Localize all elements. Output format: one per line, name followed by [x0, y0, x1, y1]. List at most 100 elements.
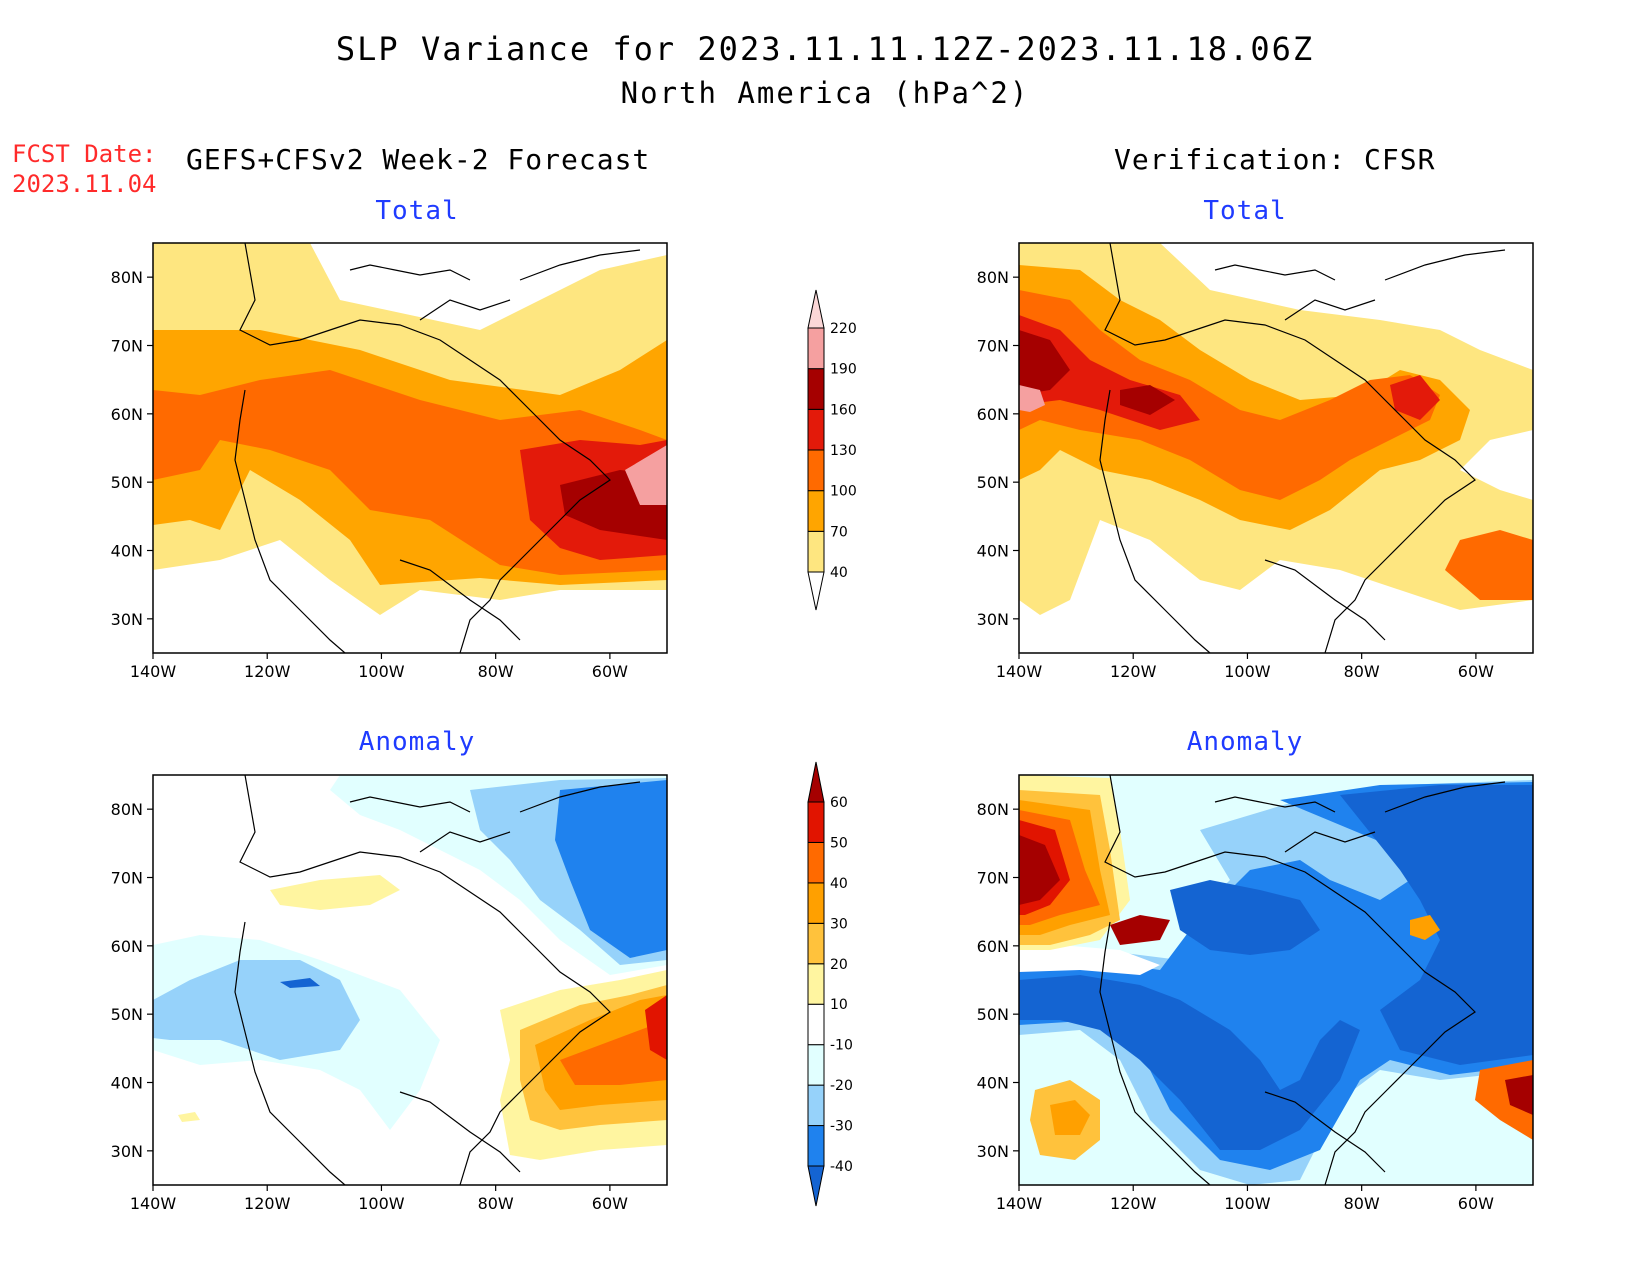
lat-label: 50N	[977, 1005, 1009, 1024]
lon-label: 140W	[996, 662, 1043, 681]
lat-label: 70N	[111, 337, 143, 356]
lon-label: 80W	[1344, 1194, 1380, 1213]
lon-label: 120W	[244, 662, 291, 681]
colorbar-box	[807, 801, 825, 843]
lon-label: 80W	[1344, 662, 1380, 681]
lat-label: 30N	[977, 610, 1009, 629]
lon-label: 80W	[478, 1194, 514, 1213]
colorbar-label: 30	[830, 916, 848, 932]
lon-label: 100W	[358, 662, 405, 681]
coastline	[234, 243, 641, 653]
colorbar-label: 10	[830, 997, 848, 1013]
colorbar-arrow-high	[807, 761, 825, 803]
colorbar-total: 40 70 100 130 160 190 220	[807, 289, 857, 611]
contour-70-100	[1019, 265, 1470, 530]
forecast-heading: GEFS+CFSv2 Week-2 Forecast	[186, 143, 651, 176]
lat-label: 70N	[977, 337, 1009, 356]
contour-neg40-west	[1019, 975, 1360, 1150]
colorbar-label: 220	[830, 321, 857, 337]
lon-label: 140W	[130, 1194, 177, 1213]
lon-label: 60W	[1458, 662, 1494, 681]
contour-pos50-b	[1110, 915, 1170, 945]
colorbar-label: 20	[830, 957, 848, 973]
lat-label: 50N	[111, 1005, 143, 1024]
contour-100-130	[1019, 290, 1440, 500]
colorbar-label: -30	[830, 1119, 853, 1135]
lat-label: 60N	[111, 937, 143, 956]
colorbar-label: 130	[830, 443, 857, 459]
lat-label: 60N	[111, 405, 143, 424]
colorbar-box	[807, 449, 825, 492]
lon-label: 80W	[478, 662, 514, 681]
colorbar-label: -40	[830, 1159, 853, 1175]
lon-label: 140W	[996, 1194, 1043, 1213]
panel-title-verification-anomaly: Anomaly	[1186, 727, 1304, 757]
lon-label: 60W	[592, 662, 628, 681]
contour-pos50	[645, 995, 667, 1060]
colorbar-box	[807, 882, 825, 924]
lat-label: 40N	[977, 1074, 1009, 1093]
colorbar-box	[807, 368, 825, 410]
colorbar-label: 40	[830, 565, 848, 581]
colorbar-label: 40	[830, 876, 848, 892]
colorbar-box	[807, 1003, 825, 1046]
contour-neg30	[1019, 782, 1533, 1170]
contour-pos10-center	[270, 875, 400, 910]
colorbar-label: -10	[830, 1038, 853, 1054]
colorbar-box	[807, 1084, 825, 1127]
lat-label: 80N	[111, 800, 143, 819]
main-title: SLP Variance for 2023.11.11.12Z-2023.11.…	[335, 30, 1315, 68]
colorbar-box	[807, 841, 825, 884]
map-verification-total	[1019, 243, 1533, 653]
axes-layer: 80N 70N 60N 50N 40N 30N 140W 120W 100W 80W 60W 80N 7…	[111, 268, 1494, 1213]
colorbar-arrow-low	[807, 571, 825, 611]
colorbar-anomaly: -40 -30 -20 -10 10 20 30 40 50 60	[807, 761, 853, 1207]
contour-neg40	[280, 978, 320, 988]
frame-forecast-total	[152, 242, 668, 654]
coastline	[1099, 775, 1506, 1185]
fcst-date-label: FCST Date:	[12, 140, 157, 168]
colorbar-label: -20	[830, 1078, 853, 1094]
colorbar-box	[807, 1044, 825, 1086]
lon-label: 140W	[130, 662, 177, 681]
colorbar-label: 70	[830, 524, 848, 540]
coastline	[1099, 243, 1506, 653]
contour-neg40-north	[1170, 880, 1320, 955]
panel-title-verification-total: Total	[1203, 196, 1287, 226]
lon-label: 100W	[1224, 662, 1271, 681]
contour-pos-sw-inner	[1050, 1100, 1090, 1135]
lon-label: 60W	[1458, 1194, 1494, 1213]
colorbar-box	[807, 1125, 825, 1167]
main-subtitle: North America (hPa^2)	[620, 76, 1030, 110]
lat-label: 80N	[977, 268, 1009, 287]
colorbar-box	[807, 327, 825, 370]
frame-verification-anomaly	[1018, 774, 1534, 1186]
lat-label: 70N	[977, 869, 1009, 888]
contour-pos60-ak	[1019, 835, 1060, 905]
contour-pos10-sw	[178, 1112, 200, 1122]
contour-160-190	[1019, 330, 1070, 395]
lat-label: 30N	[111, 610, 143, 629]
contour-pos10-white	[1019, 945, 1160, 975]
contour-190-220	[1019, 385, 1045, 412]
contour-pos-lab	[1410, 915, 1440, 940]
colorbar-box	[807, 408, 825, 451]
contour-100-130-ne	[1445, 530, 1533, 600]
lat-label: 40N	[111, 1074, 143, 1093]
colorbar-label: 60	[830, 795, 848, 811]
contour-190-220	[625, 445, 667, 505]
colorbar-box	[807, 922, 825, 965]
lon-label: 100W	[358, 1194, 405, 1213]
lat-label: 40N	[977, 542, 1009, 561]
colorbar-arrow-low	[807, 1165, 825, 1207]
contour-pos-east-inner	[1505, 1075, 1533, 1115]
map-verification-anomaly	[1019, 775, 1533, 1185]
lat-label: 70N	[111, 869, 143, 888]
panel-title-forecast-anomaly: Anomaly	[358, 727, 476, 757]
lat-label: 50N	[111, 473, 143, 492]
colorbar-label: 100	[830, 484, 857, 500]
frame-verification-total	[1018, 242, 1534, 654]
contour-neg30	[555, 780, 667, 958]
lat-label: 40N	[111, 542, 143, 561]
